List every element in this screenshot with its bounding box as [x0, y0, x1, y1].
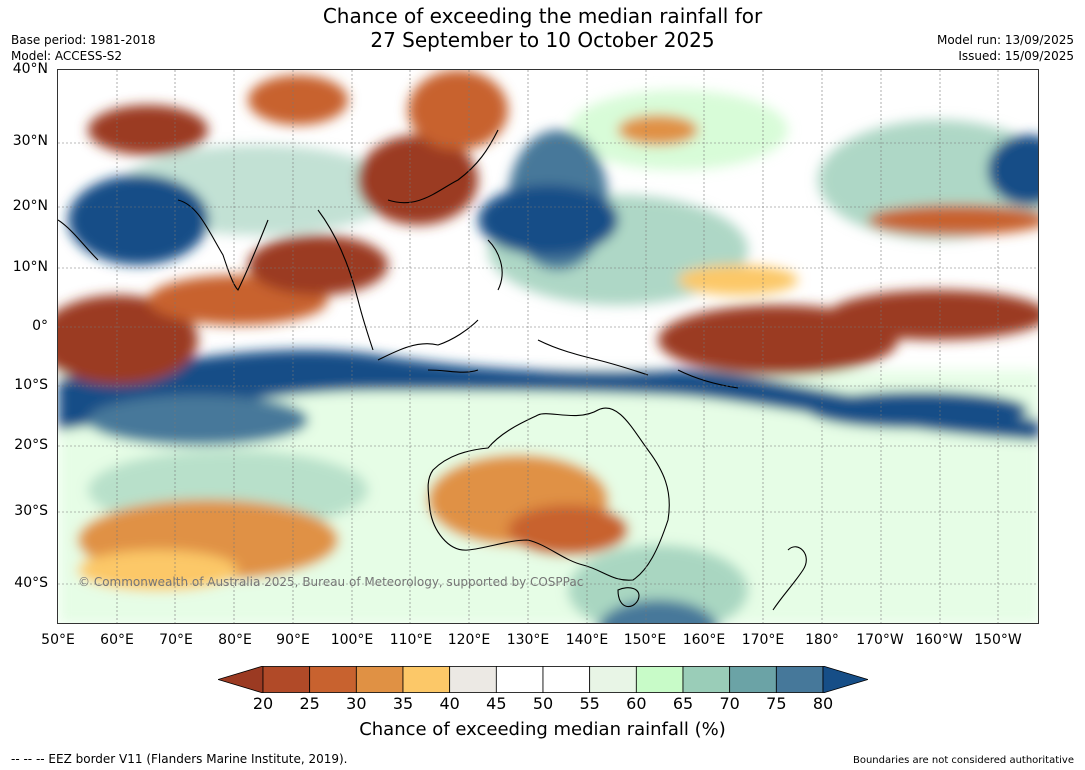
colorbar-tick-label: 80 [812, 694, 834, 713]
colorbar-above-max [822, 666, 868, 693]
colorbar-label: Chance of exceeding median rainfall (%) [359, 719, 726, 740]
lon-label-150e: 150°E [623, 632, 667, 648]
issued-date: Issued: 15/09/2025 [958, 49, 1074, 63]
lon-label-170w: 170°W [856, 632, 904, 648]
lon-label-120e: 120°E [447, 632, 491, 648]
colorbar-segment [635, 666, 684, 693]
lat-label-10s: 10°S [14, 377, 48, 393]
lon-label-160w: 160°W [915, 632, 963, 648]
lat-label-40s: 40°S [14, 575, 48, 591]
colorbar-tick-label: 55 [579, 694, 600, 713]
meta-left: Base period: 1981-2018 Model: ACCESS-S2 [11, 32, 156, 64]
map-canvas [58, 70, 1038, 623]
lon-label-160e: 160°E [682, 632, 726, 648]
colorbar-segment [495, 666, 544, 693]
lon-label-170e: 170°E [741, 632, 785, 648]
model-name: Model: ACCESS-S2 [11, 49, 123, 63]
lat-label-20n: 20°N [12, 198, 48, 214]
colorbar-tick-label: 50 [532, 694, 554, 713]
colorbar-segment [309, 666, 357, 693]
colorbar-tick-label: 20 [252, 694, 274, 713]
title-line-1: Chance of exceeding the median rainfall … [322, 4, 763, 28]
lon-label-90e: 90°E [276, 632, 310, 648]
lon-label-60e: 60°E [100, 632, 134, 648]
colorbar-tick-label: 45 [486, 694, 507, 713]
lat-label-40n: 40°N [12, 61, 48, 77]
colorbar-tick-label: 40 [439, 694, 460, 713]
boundary-disclaimer: Boundaries are not considered authoritat… [852, 755, 1074, 766]
lon-label-50e: 50°E [41, 632, 75, 648]
lat-label-30n: 30°N [12, 133, 48, 149]
base-period: Base period: 1981-2018 [11, 33, 156, 47]
lon-label-80e: 80°E [218, 632, 252, 648]
rainfall-field [58, 70, 1038, 623]
colorbar-tick-label: 75 [766, 694, 787, 713]
colorbar-tick-label: 60 [626, 694, 647, 713]
lat-label-30s: 30°S [14, 503, 48, 519]
copyright-note: © Commonwealth of Australia 2025, Bureau… [78, 575, 584, 589]
lat-label-10n: 10°N [12, 259, 48, 275]
lon-label-180: 180° [805, 632, 839, 648]
colorbar-segment [262, 666, 311, 693]
colorbar-tick-label: 70 [719, 694, 740, 713]
eez-note: -- -- -- EEZ border V11 (Flanders Marine… [11, 752, 348, 766]
title-line-2: 27 September to 10 October 2025 [370, 28, 715, 52]
coastlines [58, 129, 807, 611]
lat-label-20s: 20°S [14, 437, 48, 453]
rainfall-map: © Commonwealth of Australia 2025, Bureau… [57, 69, 1039, 624]
colorbar-segment [402, 666, 451, 693]
model-run: Model run: 13/09/2025 [936, 33, 1074, 47]
lon-label-130e: 130°E [506, 632, 550, 648]
colorbar-segment [542, 666, 591, 693]
lon-label-100e: 100°E [330, 632, 374, 648]
colorbar-segment [729, 666, 777, 693]
colorbar-tick-label: 30 [346, 694, 367, 713]
lon-label-150w: 150°W [974, 632, 1022, 648]
lat-label-0: 0° [32, 318, 48, 334]
meta-right: Model run: 13/09/2025 Issued: 15/09/2025 [937, 32, 1074, 64]
colorbar-segment [682, 666, 731, 693]
lon-label-140e: 140°E [565, 632, 609, 648]
colorbar-tick-label: 65 [672, 694, 694, 713]
lon-label-70e: 70°E [159, 632, 193, 648]
colorbar-tick-label: 25 [299, 694, 320, 713]
colorbar-segment [355, 666, 404, 693]
graticule [58, 70, 1038, 623]
colorbar-below-min [218, 666, 264, 693]
map-title: Chance of exceeding the median rainfall … [0, 4, 1085, 52]
colorbar-segment [589, 666, 637, 693]
colorbar-segment [775, 666, 824, 693]
lon-label-110e: 110°E [389, 632, 433, 648]
colorbar-tick-label: 35 [392, 694, 414, 713]
colorbar [218, 666, 868, 693]
colorbar-segment [449, 666, 497, 693]
